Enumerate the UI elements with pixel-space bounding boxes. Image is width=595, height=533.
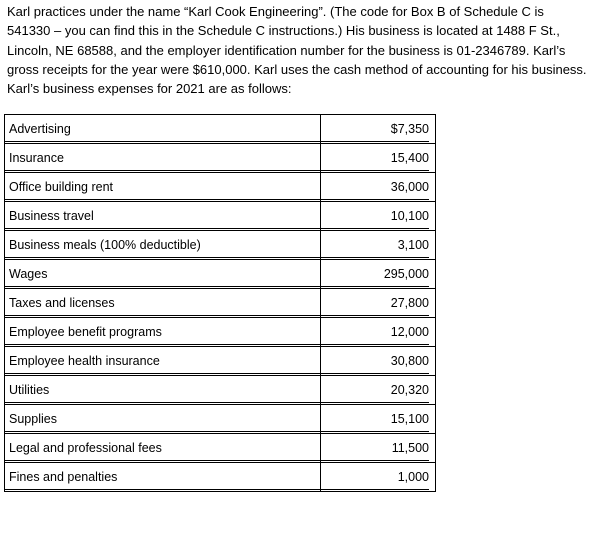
expense-amount-cell: 3,100 bbox=[315, 230, 436, 260]
table-row: Taxes and licenses 27,800 bbox=[4, 288, 436, 318]
expense-amount-cell: 27,800 bbox=[315, 288, 436, 318]
expense-label: Business meals (100% deductible) bbox=[5, 232, 320, 258]
expense-amount: 3,100 bbox=[315, 232, 429, 258]
expense-label: Business travel bbox=[5, 203, 320, 229]
expense-amount-cell: 15,400 bbox=[315, 143, 436, 173]
expense-label: Utilities bbox=[5, 377, 320, 403]
expense-label: Insurance bbox=[5, 145, 320, 171]
table-row: Insurance 15,400 bbox=[4, 143, 436, 173]
table-row: Employee benefit programs 12,000 bbox=[4, 317, 436, 347]
expense-amount: 11,500 bbox=[315, 435, 429, 461]
expense-amount-cell: 30,800 bbox=[315, 346, 436, 376]
expense-amount-cell: 11,500 bbox=[315, 433, 436, 463]
table-row: Wages 295,000 bbox=[4, 259, 436, 289]
expense-amount: 36,000 bbox=[315, 174, 429, 200]
expense-table: Advertising $7,350 Insurance 15,400 Offi… bbox=[4, 114, 436, 492]
expense-label-cell: Business travel bbox=[4, 201, 321, 231]
expense-label: Supplies bbox=[5, 406, 320, 432]
table-row: Fines and penalties 1,000 bbox=[4, 462, 436, 492]
expense-label-cell: Advertising bbox=[4, 114, 321, 144]
expense-label-cell: Legal and professional fees bbox=[4, 433, 321, 463]
expense-amount: 30,800 bbox=[315, 348, 429, 374]
expense-amount: 27,800 bbox=[315, 290, 429, 316]
expense-amount: 1,000 bbox=[315, 464, 429, 490]
expense-label: Employee benefit programs bbox=[5, 319, 320, 345]
expense-label-cell: Supplies bbox=[4, 404, 321, 434]
expense-amount-cell: 1,000 bbox=[315, 462, 436, 492]
expense-amount-cell: 15,100 bbox=[315, 404, 436, 434]
table-row: Office building rent 36,000 bbox=[4, 172, 436, 202]
table-row: Business meals (100% deductible) 3,100 bbox=[4, 230, 436, 260]
expense-amount: 20,320 bbox=[315, 377, 429, 403]
expense-amount-cell: 295,000 bbox=[315, 259, 436, 289]
expense-label-cell: Office building rent bbox=[4, 172, 321, 202]
expense-label: Employee health insurance bbox=[5, 348, 320, 374]
expense-amount: 10,100 bbox=[315, 203, 429, 229]
expense-amount: $7,350 bbox=[315, 116, 429, 142]
expense-amount-cell: 20,320 bbox=[315, 375, 436, 405]
expense-amount-cell: 10,100 bbox=[315, 201, 436, 231]
expense-label: Office building rent bbox=[5, 174, 320, 200]
expense-label-cell: Business meals (100% deductible) bbox=[4, 230, 321, 260]
table-row: Utilities 20,320 bbox=[4, 375, 436, 405]
expense-amount: 12,000 bbox=[315, 319, 429, 345]
expense-amount-cell: $7,350 bbox=[315, 114, 436, 144]
expense-amount-cell: 36,000 bbox=[315, 172, 436, 202]
expense-amount: 15,100 bbox=[315, 406, 429, 432]
expense-label-cell: Employee benefit programs bbox=[4, 317, 321, 347]
expense-label: Taxes and licenses bbox=[5, 290, 320, 316]
expense-amount-cell: 12,000 bbox=[315, 317, 436, 347]
table-row: Advertising $7,350 bbox=[4, 114, 436, 144]
expense-amount: 15,400 bbox=[315, 145, 429, 171]
intro-paragraph: Karl practices under the name “Karl Cook… bbox=[7, 4, 587, 97]
table-row: Employee health insurance 30,800 bbox=[4, 346, 436, 376]
table-row: Business travel 10,100 bbox=[4, 201, 436, 231]
expense-label: Legal and professional fees bbox=[5, 435, 320, 461]
expense-label: Advertising bbox=[5, 116, 320, 142]
expense-label: Fines and penalties bbox=[5, 464, 320, 490]
table-row: Supplies 15,100 bbox=[4, 404, 436, 434]
expense-label-cell: Taxes and licenses bbox=[4, 288, 321, 318]
expense-amount: 295,000 bbox=[315, 261, 429, 287]
expense-label-cell: Wages bbox=[4, 259, 321, 289]
expense-label-cell: Utilities bbox=[4, 375, 321, 405]
expense-label-cell: Fines and penalties bbox=[4, 462, 321, 492]
expense-label: Wages bbox=[5, 261, 320, 287]
expense-label-cell: Insurance bbox=[4, 143, 321, 173]
expense-label-cell: Employee health insurance bbox=[4, 346, 321, 376]
table-row: Legal and professional fees 11,500 bbox=[4, 433, 436, 463]
